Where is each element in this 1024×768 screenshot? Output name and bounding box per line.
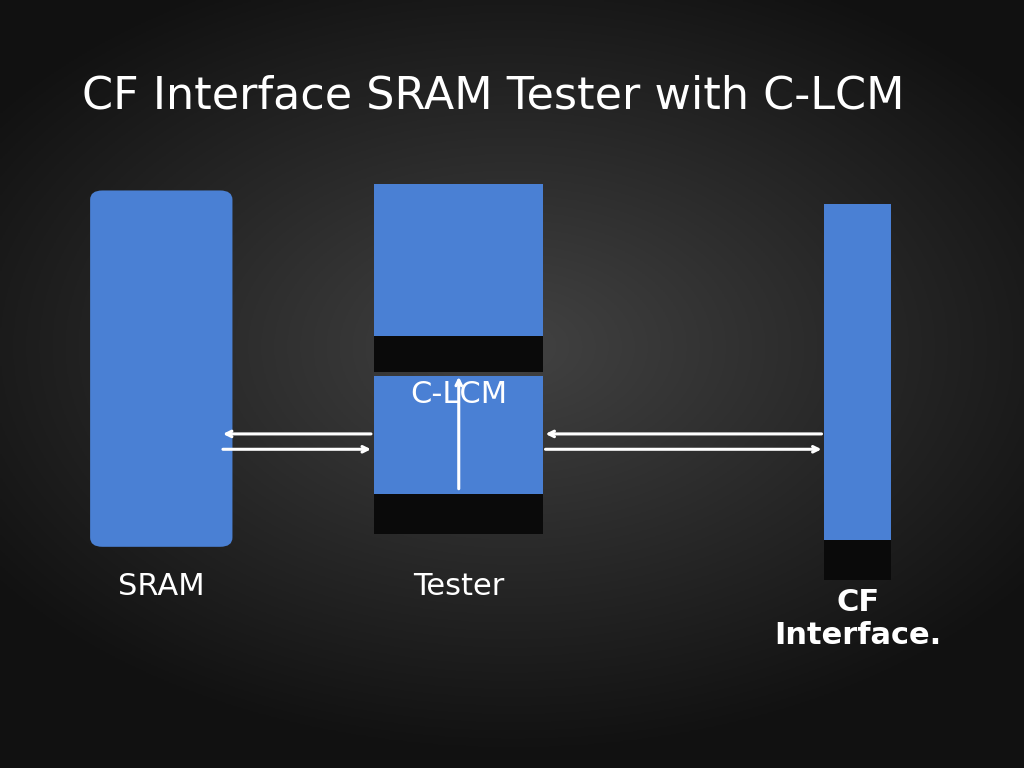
Text: CF
Interface.: CF Interface. [774, 588, 942, 650]
Text: Tester: Tester [413, 572, 505, 601]
Bar [374, 376, 543, 495]
Bar [824, 204, 891, 541]
Bar [374, 184, 543, 338]
Text: CF Interface SRAM Tester with C-LCM: CF Interface SRAM Tester with C-LCM [82, 74, 904, 118]
Bar [374, 336, 543, 372]
FancyBboxPatch shape [90, 190, 232, 547]
Bar [824, 540, 891, 580]
Text: SRAM: SRAM [119, 572, 205, 601]
Text: C-LCM: C-LCM [411, 380, 507, 409]
Bar [374, 494, 543, 534]
